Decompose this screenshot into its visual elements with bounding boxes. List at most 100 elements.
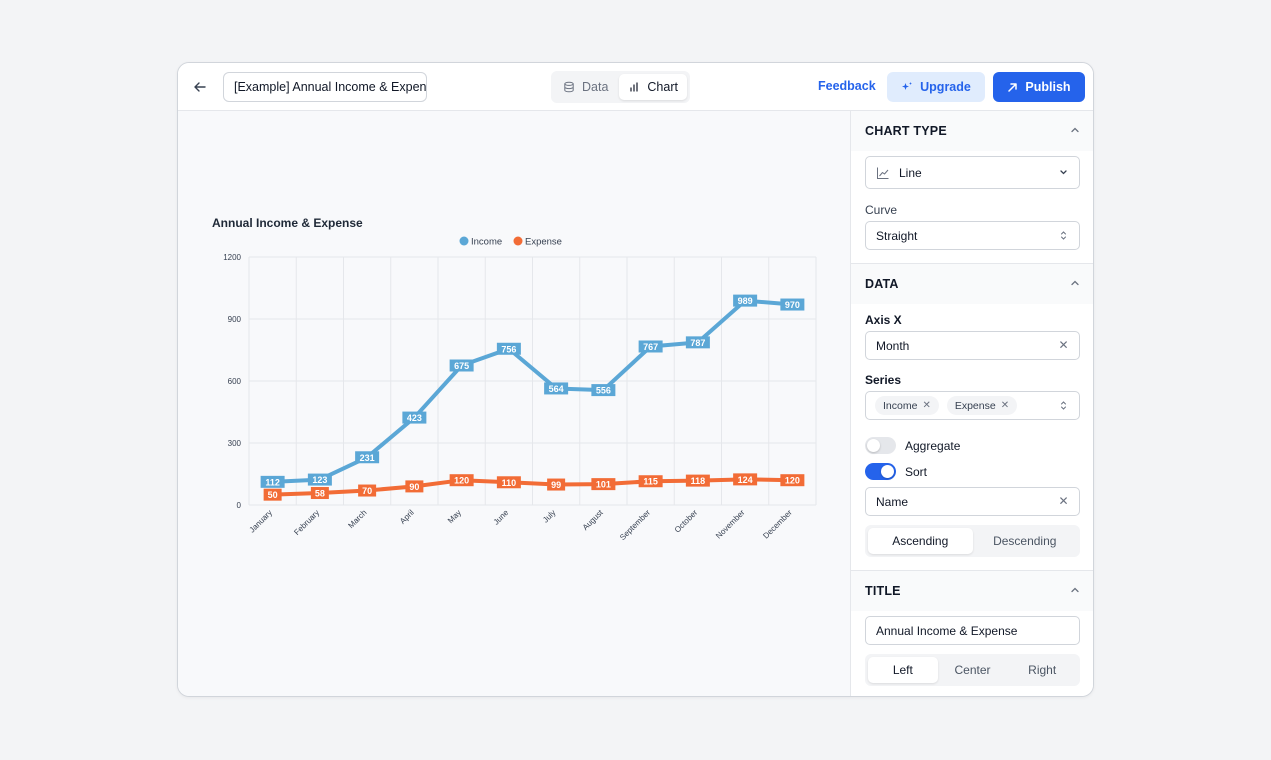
data-label: 675 — [454, 361, 469, 371]
section-header-chart-type[interactable]: CHART TYPE — [851, 111, 1093, 151]
upgrade-button[interactable]: Upgrade — [887, 72, 985, 102]
publish-button-label: Publish — [1025, 80, 1071, 94]
y-tick-label: 600 — [228, 377, 242, 386]
data-label-box — [449, 474, 474, 487]
series-chip-label: Income — [883, 399, 918, 412]
x-tick-label: April — [398, 508, 416, 526]
divider — [851, 263, 1093, 264]
data-label: 423 — [407, 413, 422, 423]
series-chip-expense: Expense ✕ — [946, 396, 1018, 415]
sort-order-switcher: Ascending Descending — [865, 525, 1080, 557]
remove-chip-icon[interactable]: ✕ — [1000, 400, 1010, 411]
aggregate-label: Aggregate — [905, 439, 961, 453]
align-center-option[interactable]: Center — [954, 663, 991, 677]
sort-toggle[interactable] — [865, 463, 896, 480]
section-title-title: TITLE — [865, 584, 901, 598]
feedback-link[interactable]: Feedback — [818, 79, 876, 93]
tab-chart[interactable]: Chart — [619, 74, 687, 100]
chart-title-input[interactable]: [Example] Annual Income & Expen — [223, 72, 427, 102]
section-header-title[interactable]: TITLE — [851, 571, 1093, 611]
data-label: 120 — [454, 476, 469, 486]
data-label-box — [547, 478, 566, 491]
x-tick-label: October — [673, 508, 700, 535]
x-tick-label: January — [248, 508, 274, 534]
data-label-box — [544, 382, 569, 395]
data-label-box — [310, 487, 329, 500]
section-header-data[interactable]: DATA — [851, 264, 1093, 304]
sort-descending-option[interactable]: Descending — [993, 534, 1057, 548]
x-tick-label: May — [446, 508, 463, 525]
data-label-box — [405, 480, 424, 493]
publish-arrow-icon — [1008, 82, 1018, 92]
data-label: 115 — [643, 477, 658, 487]
database-icon — [564, 81, 574, 93]
data-label: 58 — [315, 489, 325, 499]
data-label: 970 — [785, 300, 800, 310]
data-label: 564 — [549, 384, 564, 394]
legend-label: Expense — [525, 237, 562, 248]
toggle-knob — [867, 439, 880, 452]
y-tick-label: 300 — [228, 439, 242, 448]
data-label-box — [733, 294, 758, 307]
sort-field-select[interactable]: Name ✕ — [865, 487, 1080, 516]
upgrade-button-label: Upgrade — [920, 80, 971, 94]
chevron-up-icon[interactable] — [1068, 583, 1082, 597]
publish-button[interactable]: Publish — [993, 72, 1085, 102]
data-label-box — [260, 475, 285, 488]
data-label-box — [355, 451, 380, 464]
curve-value: Straight — [876, 228, 918, 243]
line-chart-icon — [877, 167, 889, 179]
data-label: 787 — [690, 338, 705, 348]
chart-title: Annual Income & Expense — [212, 216, 363, 230]
data-label: 989 — [738, 296, 753, 306]
data-label-box — [733, 473, 758, 486]
data-label-box — [307, 473, 332, 486]
data-label-box — [402, 411, 427, 424]
tab-chart-label: Chart — [647, 80, 678, 94]
x-tick-label: March — [346, 508, 368, 530]
legend-marker — [513, 236, 523, 246]
data-label: 231 — [360, 453, 375, 463]
x-tick-label: February — [292, 508, 321, 537]
tab-data[interactable]: Data — [554, 74, 617, 100]
series-chip-label: Expense — [954, 399, 996, 412]
axis-x-select[interactable]: Month ✕ — [865, 331, 1080, 360]
divider — [851, 570, 1093, 571]
data-label: 756 — [501, 344, 516, 354]
chevron-up-down-icon — [1061, 401, 1066, 410]
data-label: 123 — [312, 475, 327, 485]
chart-type-value: Line — [899, 165, 922, 180]
chevron-down-icon — [1060, 170, 1067, 175]
series-multiselect[interactable]: Income ✕ Expense ✕ — [865, 391, 1080, 420]
chart-title-input-value: [Example] Annual Income & Expen — [234, 80, 427, 94]
sort-field-value: Name — [876, 494, 909, 509]
x-tick-label: September — [618, 508, 652, 542]
series-chip-income: Income ✕ — [875, 396, 939, 415]
data-label: 101 — [596, 480, 611, 490]
data-label-box — [358, 484, 377, 497]
y-tick-label: 1200 — [223, 253, 241, 262]
back-arrow-icon[interactable] — [190, 77, 210, 97]
chevron-up-down-icon — [1061, 231, 1066, 240]
align-left-option[interactable]: Left — [868, 657, 938, 683]
title-text-input[interactable]: Annual Income & Expense — [865, 616, 1080, 645]
data-label-box — [685, 474, 710, 487]
data-label-box — [638, 340, 663, 353]
remove-chip-icon[interactable]: ✕ — [922, 400, 931, 411]
data-label: 118 — [691, 476, 706, 486]
chart-type-select[interactable]: Line — [865, 156, 1080, 189]
align-right-option[interactable]: Right — [1028, 663, 1057, 677]
section-title-chart-type: CHART TYPE — [865, 124, 947, 138]
curve-select[interactable]: Straight — [865, 221, 1080, 250]
chevron-up-icon[interactable] — [1068, 123, 1082, 137]
data-label-box — [780, 298, 805, 311]
data-label: 50 — [268, 490, 278, 500]
chevron-up-icon[interactable] — [1068, 276, 1082, 290]
axis-x-label: Axis X — [865, 313, 902, 327]
sort-ascending-option[interactable]: Ascending — [868, 528, 973, 554]
series-label: Series — [865, 373, 902, 387]
aggregate-toggle[interactable] — [865, 437, 896, 454]
clear-icon[interactable]: ✕ — [1058, 338, 1069, 352]
data-label-box — [449, 359, 474, 372]
clear-icon[interactable]: ✕ — [1058, 494, 1069, 508]
